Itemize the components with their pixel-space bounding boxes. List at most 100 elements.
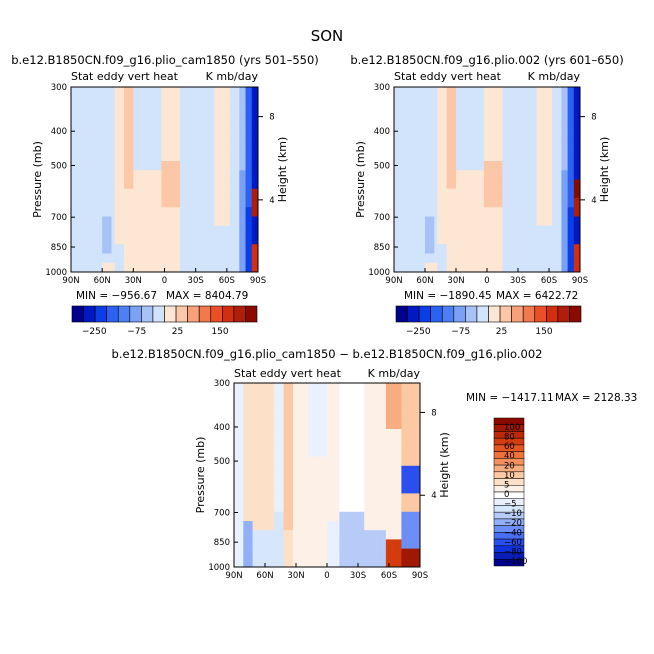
- heatmap-cell: [127, 211, 131, 217]
- heatmap-cell: [201, 230, 206, 236]
- heatmap-cell: [183, 244, 187, 250]
- heatmap-cell: [474, 151, 479, 157]
- x-tick-label: 90N: [62, 276, 79, 286]
- heatmap-cell: [561, 235, 565, 240]
- heatmap-cell: [176, 151, 181, 157]
- heatmap-cell: [446, 114, 451, 120]
- heatmap-cell: [105, 147, 109, 153]
- heatmap-cell: [136, 137, 140, 143]
- heatmap-cell: [180, 133, 184, 139]
- heatmap-cell: [161, 244, 165, 250]
- heatmap-cell: [449, 147, 454, 153]
- heatmap-cell: [558, 248, 562, 254]
- heatmap-cell: [211, 202, 215, 208]
- heatmap-cell: [220, 248, 225, 254]
- heatmap-cell: [123, 124, 128, 129]
- heatmap-cell: [493, 221, 497, 227]
- heatmap-cell: [527, 161, 531, 166]
- heatmap-cell: [170, 96, 175, 102]
- heatmap-cell: [161, 253, 165, 259]
- heatmap-cell: [462, 110, 466, 116]
- heatmap-cell: [567, 211, 572, 217]
- heatmap-cell: [499, 235, 503, 240]
- heatmap-cell: [421, 207, 426, 213]
- heatmap-cell: [443, 221, 448, 227]
- heatmap-cell: [409, 216, 413, 222]
- heatmap-cell: [421, 235, 426, 240]
- max-label: MAX = 8404.79: [166, 290, 248, 302]
- heatmap-cell: [552, 202, 556, 208]
- heatmap-cell: [431, 147, 435, 153]
- heatmap-cell: [415, 142, 420, 148]
- heatmap-cell: [511, 184, 516, 190]
- heatmap-cell: [211, 179, 215, 185]
- heatmap-cell: [452, 262, 457, 268]
- heatmap-cell: [192, 128, 197, 134]
- heatmap-cell: [167, 87, 172, 92]
- heatmap-cell: [415, 221, 420, 227]
- heatmap-cell: [127, 128, 131, 134]
- heatmap-cell: [99, 258, 103, 264]
- heatmap-cell: [245, 230, 249, 236]
- heatmap-cell: [92, 156, 97, 162]
- heatmap-cell: [233, 262, 237, 268]
- heatmap-cell: [468, 267, 472, 273]
- heatmap-cell: [192, 142, 197, 148]
- heatmap-cell: [573, 193, 578, 199]
- heatmap-cell: [111, 128, 115, 134]
- heatmap-cell: [183, 170, 187, 176]
- heatmap-cell: [527, 193, 531, 199]
- heatmap-cell: [155, 156, 159, 162]
- heatmap-cell: [201, 96, 206, 102]
- heatmap-cell: [462, 198, 466, 203]
- heatmap-cell: [564, 202, 568, 208]
- heatmap-cell: [443, 244, 448, 250]
- heatmap-cell: [412, 137, 417, 143]
- heatmap-cell: [508, 142, 513, 148]
- heatmap-cell: [477, 110, 482, 116]
- heatmap-cell: [527, 170, 531, 176]
- heatmap-cell: [505, 124, 510, 129]
- heatmap-cell: [167, 137, 172, 143]
- heatmap-cell: [449, 253, 454, 259]
- heatmap-cell: [142, 225, 147, 231]
- heatmap-cell: [496, 211, 500, 217]
- heatmap-cell: [409, 258, 413, 264]
- heatmap-cell: [437, 230, 441, 236]
- heatmap-cell: [567, 124, 572, 129]
- heatmap-cell: [527, 114, 531, 120]
- heatmap-cell: [127, 91, 131, 97]
- heatmap-cell: [164, 105, 168, 111]
- heatmap-cell: [573, 96, 578, 102]
- heatmap-cell: [236, 114, 240, 120]
- heatmap-cell: [123, 110, 128, 116]
- heatmap-cell: [192, 235, 197, 240]
- heatmap-cell: [452, 100, 457, 106]
- heatmap-cell: [92, 137, 97, 143]
- heatmap-cell: [521, 244, 525, 250]
- heatmap-cell: [186, 230, 190, 236]
- heatmap-cell: [487, 151, 491, 157]
- colorbar-swatch: [569, 305, 582, 323]
- heatmap-cell: [251, 142, 256, 148]
- heatmap-cell: [558, 151, 562, 157]
- heatmap-cell: [545, 188, 550, 194]
- heatmap-cell: [493, 253, 497, 259]
- heatmap-cell: [533, 133, 537, 139]
- heatmap-cell: [130, 128, 134, 134]
- heatmap-cell: [114, 202, 119, 208]
- heatmap-cell: [180, 202, 184, 208]
- colorbar-label: −250: [406, 327, 431, 337]
- heatmap-cell: [493, 225, 497, 231]
- heatmap-cell: [220, 174, 225, 180]
- heatmap-cell: [465, 207, 469, 213]
- heatmap-cell: [142, 105, 147, 111]
- heatmap-cell: [233, 267, 237, 273]
- heatmap-cell: [465, 147, 469, 153]
- heatmap-cell: [120, 147, 125, 153]
- heatmap-cell: [511, 174, 516, 180]
- heatmap-cell: [449, 165, 454, 171]
- heatmap-cell: [198, 225, 203, 231]
- heatmap-cell: [173, 124, 178, 129]
- heatmap-cell: [142, 211, 147, 217]
